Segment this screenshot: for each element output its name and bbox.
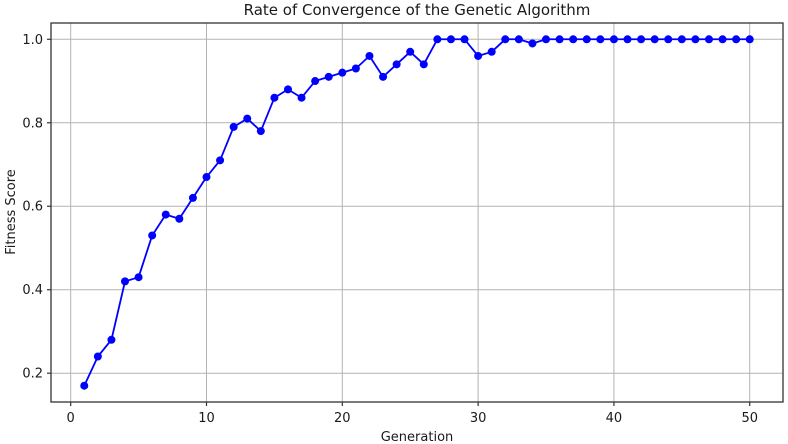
data-point: [283, 85, 292, 94]
data-point: [134, 273, 143, 282]
y-axis-label: Fitness Score: [4, 169, 19, 255]
y-tick-label: 0.2: [22, 367, 43, 382]
y-tick-label: 1.0: [22, 33, 43, 48]
series-layer: [80, 35, 754, 390]
data-point: [474, 51, 483, 60]
x-tick-label: 10: [198, 411, 215, 426]
data-point: [121, 277, 130, 286]
data-point: [582, 35, 591, 44]
data-point: [650, 35, 659, 44]
data-point: [93, 352, 102, 361]
data-point: [691, 35, 700, 44]
x-tick-label: 20: [334, 411, 351, 426]
data-point: [351, 64, 360, 73]
series-line: [83, 38, 750, 387]
data-point: [229, 122, 238, 131]
data-point: [216, 156, 225, 165]
data-point: [514, 35, 523, 44]
data-point: [311, 77, 320, 86]
data-point: [460, 35, 469, 44]
data-point: [324, 72, 333, 81]
x-tick-label: 30: [470, 411, 487, 426]
data-point: [637, 35, 646, 44]
data-point: [718, 35, 727, 44]
data-point: [243, 114, 252, 123]
data-point: [148, 231, 157, 240]
data-point: [256, 127, 265, 136]
data-point: [704, 35, 713, 44]
chart-title: Rate of Convergence of the Genetic Algor…: [244, 1, 591, 19]
plot-border: [50, 22, 784, 403]
data-point: [392, 60, 401, 69]
data-point: [270, 93, 279, 102]
y-tick-label: 0.4: [22, 283, 43, 298]
data-point: [528, 39, 537, 48]
data-point: [188, 193, 197, 202]
data-point: [297, 93, 306, 102]
data-point: [745, 35, 754, 44]
y-tick-label: 0.8: [22, 116, 43, 131]
data-point: [569, 35, 578, 44]
data-point: [433, 35, 442, 44]
data-point: [379, 72, 388, 81]
y-tick-label: 0.6: [22, 200, 43, 215]
data-point: [596, 35, 605, 44]
data-point: [501, 35, 510, 44]
x-tick-label: 40: [606, 411, 623, 426]
data-point: [732, 35, 741, 44]
data-point: [202, 173, 211, 182]
tick-layer: [47, 38, 751, 406]
data-point: [80, 381, 89, 390]
data-point: [406, 47, 415, 56]
data-point: [623, 35, 632, 44]
data-point: [175, 214, 184, 223]
spine-layer: [50, 22, 784, 403]
data-point: [365, 51, 374, 60]
tick-label-layer: 0 10 20 30 40 50 0.2 0.4 0.6 0.8 1.0: [22, 33, 758, 426]
data-point: [161, 210, 170, 219]
x-tick-label: 0: [67, 411, 75, 426]
grid-layer: [51, 23, 783, 402]
data-point: [555, 35, 564, 44]
data-point: [487, 47, 496, 56]
data-point: [677, 35, 686, 44]
data-point: [446, 35, 455, 44]
data-point: [107, 335, 116, 344]
data-point: [542, 35, 551, 44]
x-axis-label: Generation: [381, 430, 454, 444]
data-point: [338, 68, 347, 77]
data-point: [419, 60, 428, 69]
data-point: [609, 35, 618, 44]
x-tick-label: 50: [741, 411, 758, 426]
data-point: [664, 35, 673, 44]
